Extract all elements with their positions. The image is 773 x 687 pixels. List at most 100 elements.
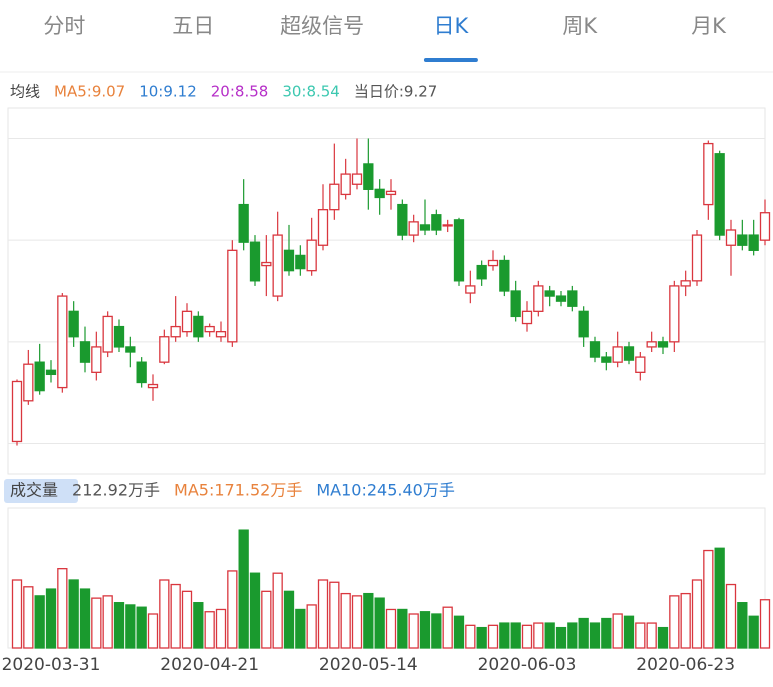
volume-bar [623, 615, 635, 649]
candle-body [476, 264, 487, 280]
volume-bar [453, 615, 465, 649]
volume-bar [34, 595, 45, 649]
candle-body [646, 341, 657, 348]
volume-bar [385, 608, 397, 649]
candle-body [408, 221, 419, 236]
legend-item: MA5:171.52万手 [174, 481, 302, 500]
volume-bar [113, 602, 125, 649]
volume-bar [408, 613, 419, 649]
volume-bar [510, 622, 521, 649]
candle-body [102, 315, 113, 353]
volume-bar [578, 617, 589, 649]
candle-body [351, 173, 363, 185]
volume-bar [79, 588, 91, 649]
candle-body [340, 173, 351, 196]
volume-bar [159, 579, 170, 649]
volume-bar [635, 622, 646, 649]
candle-body [261, 261, 272, 267]
volume-bar [521, 624, 533, 649]
volume-bar [397, 608, 408, 649]
candle-body [374, 188, 385, 199]
volume-label-bg [4, 479, 78, 503]
volume-bar [544, 622, 555, 649]
candle-body [612, 346, 623, 363]
candle-body [363, 163, 374, 190]
candle-body [623, 346, 635, 361]
tab[interactable]: 日K [434, 14, 470, 38]
volume-bar [669, 595, 680, 649]
tab[interactable]: 周K [562, 14, 598, 38]
candle-body [680, 280, 691, 287]
candle-body [589, 341, 601, 358]
candle-body [759, 212, 771, 241]
candle-body [431, 214, 442, 231]
volume-bar [601, 617, 612, 649]
volume-bar [329, 581, 340, 649]
volume-bar [170, 583, 181, 649]
candle-body [125, 346, 136, 353]
candle-body [499, 259, 510, 292]
volume-bar [11, 579, 23, 649]
legend-item: MA10:245.40万手 [316, 481, 455, 500]
candle-body [238, 203, 249, 243]
volume-bar [374, 597, 385, 649]
volume-bar [295, 608, 306, 649]
volume-bar [249, 572, 261, 649]
candle-body [601, 356, 612, 363]
tab[interactable]: 五日 [172, 14, 214, 38]
candle-body [714, 153, 725, 236]
candle-body [79, 341, 91, 363]
tab[interactable]: 分时 [43, 14, 85, 38]
volume-bar [725, 583, 737, 649]
volume-bar [283, 590, 295, 649]
candle-body [136, 361, 147, 384]
x-tick-label: 2020-04-21 [160, 655, 259, 675]
candle-body [181, 310, 193, 333]
candle-body [159, 336, 170, 363]
volume-bar [57, 568, 68, 649]
candle-body [453, 219, 465, 282]
candle-body [306, 239, 317, 272]
volume-bar [45, 588, 57, 649]
candle-body [283, 249, 295, 272]
candle-body [737, 234, 748, 246]
volume-bar [499, 622, 510, 649]
volume-bar [125, 604, 136, 649]
x-tick-label: 2020-05-14 [319, 655, 418, 675]
legend-item: 10:9.12 [139, 83, 197, 101]
volume-bar [351, 595, 363, 649]
volume-bar [23, 586, 34, 649]
candle-body [147, 383, 159, 389]
candle-body [113, 325, 125, 348]
volume-bar [487, 624, 499, 649]
legend-item: MA5:9.07 [54, 83, 125, 101]
price-panel [7, 107, 766, 475]
candle-body [23, 363, 34, 402]
volume-bar [181, 590, 193, 649]
x-tick-label: 2020-06-03 [478, 655, 577, 675]
x-tick-label: 2020-03-31 [2, 655, 101, 675]
volume-bar [589, 622, 601, 649]
candle-body [657, 341, 669, 348]
legend-item: 20:8.58 [211, 83, 269, 101]
volume-bar [272, 572, 283, 649]
candle-body [419, 224, 431, 231]
candle-body [748, 234, 759, 251]
candle-body [11, 380, 23, 443]
candle-body [544, 290, 555, 297]
candle-body [578, 310, 589, 338]
volume-bar [748, 615, 759, 649]
x-tick-label: 2020-06-23 [636, 655, 735, 675]
candle-body [68, 310, 79, 338]
candle-body [635, 356, 646, 373]
tab[interactable]: 月K [691, 14, 727, 38]
candle-body [329, 183, 340, 211]
candle-body [249, 241, 261, 282]
volume-bar [657, 626, 669, 649]
volume-bar [136, 606, 147, 649]
legend-item: 212.92万手 [72, 481, 160, 500]
candle-body [521, 310, 533, 325]
tab[interactable]: 超级信号 [280, 14, 364, 38]
volume-bar [680, 592, 691, 649]
candle-body [385, 190, 397, 196]
